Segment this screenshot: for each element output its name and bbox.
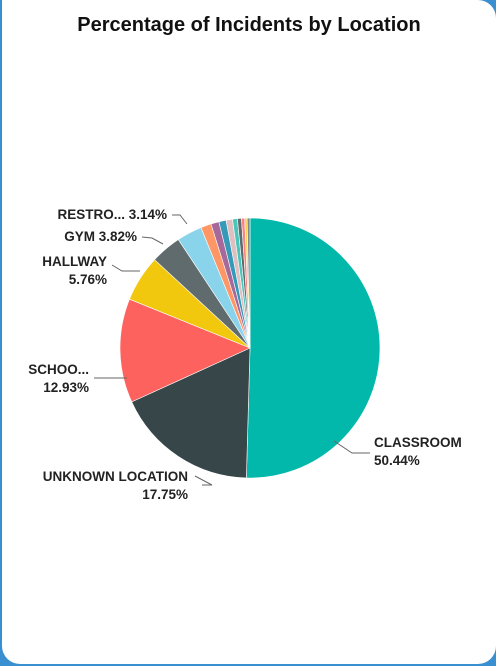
leader-line-0 (333, 440, 370, 454)
slice-label-0-line-0: CLASSROOM (374, 435, 462, 450)
slice-label-1-line-1: 17.75% (142, 487, 188, 502)
leader-line-5 (172, 214, 188, 225)
slice-label-2-line-1: 12.93% (43, 380, 89, 395)
chart-title: Percentage of Incidents by Location (77, 14, 421, 36)
pie-slice-0[interactable] (246, 217, 381, 479)
slice-label-2-line-0: SCHOO... (28, 362, 89, 377)
leader-line-4 (141, 236, 164, 245)
leader-line-1 (194, 475, 213, 486)
slice-label-4-line-0: GYM 3.82% (64, 229, 137, 244)
pie-slice-1[interactable] (131, 347, 251, 479)
pie-slice-14[interactable] (246, 217, 251, 349)
pie-slice-2[interactable] (119, 298, 251, 403)
slice-label-5-line-0: RESTRO... 3.14% (57, 207, 167, 222)
slice-label-1-line-0: UNKNOWN LOCATION (43, 469, 188, 484)
slice-label-3-line-1: 5.76% (69, 272, 107, 287)
leader-line-3 (111, 264, 140, 272)
slice-label-3-line-0: HALLWAY (42, 254, 107, 269)
slice-label-0-line-1: 50.44% (374, 453, 420, 468)
